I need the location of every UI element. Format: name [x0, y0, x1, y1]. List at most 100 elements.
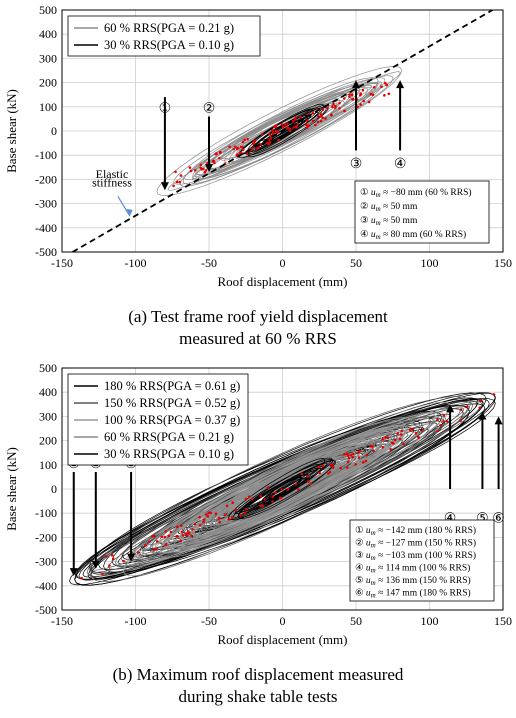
yield-point	[224, 513, 227, 517]
yield-point	[175, 534, 178, 538]
yield-point	[239, 514, 243, 517]
legend-entry: 30 % RRS(PGA = 0.10 g)	[104, 38, 234, 52]
annotation-entry: ② um ≈ −127 mm (150 % RRS)	[355, 538, 476, 550]
yield-point	[367, 100, 371, 104]
yield-point	[400, 433, 403, 436]
x-axis-label: Roof displacement (mm)	[218, 632, 348, 647]
yield-point	[257, 146, 260, 149]
legend-entry: 30 % RRS(PGA = 0.10 g)	[104, 447, 234, 461]
yield-point	[244, 507, 248, 511]
yield-point	[400, 429, 404, 433]
yield-point	[492, 393, 496, 396]
yield-point	[207, 511, 210, 515]
yield-point	[228, 145, 231, 149]
yield-point	[147, 540, 151, 543]
yield-point	[155, 540, 159, 543]
yield-point	[230, 516, 234, 519]
caption-b: (b) Maximum roof displacement measured d…	[0, 664, 516, 708]
yield-point	[351, 98, 354, 101]
yield-point	[204, 169, 208, 172]
yield-point	[305, 123, 308, 126]
y-tick-label: -200	[35, 530, 57, 544]
yield-point	[391, 441, 394, 445]
yield-point	[234, 508, 238, 512]
yield-point	[214, 512, 218, 516]
x-tick-label: 150	[494, 614, 512, 628]
yield-point	[176, 525, 179, 529]
hysteresis-loop	[228, 458, 326, 520]
hysteresis-loop	[195, 447, 363, 531]
hysteresis-loop	[123, 411, 445, 567]
marker-head	[352, 80, 360, 89]
yield-point	[279, 496, 283, 500]
yield-point	[351, 452, 355, 456]
yield-point	[372, 85, 376, 89]
yield-point	[369, 92, 373, 96]
yield-point	[237, 146, 240, 150]
legend: 180 % RRS(PGA = 0.61 g) 150 % RRS(PGA = 0…	[67, 373, 249, 466]
hysteresis-loop	[192, 82, 378, 180]
yield-point	[198, 515, 201, 519]
yield-point	[186, 530, 190, 534]
yield-point	[383, 94, 386, 97]
yield-point	[339, 466, 342, 470]
yield-point	[232, 147, 236, 151]
yield-point	[275, 124, 278, 127]
yield-point	[263, 498, 267, 501]
yield-point	[345, 466, 349, 469]
yield-point	[318, 471, 321, 475]
yield-point	[175, 180, 179, 184]
marker-head	[91, 560, 100, 569]
hysteresis-loop	[194, 87, 369, 175]
yield-point	[328, 470, 332, 474]
yield-point	[152, 548, 156, 552]
yield-point	[292, 126, 296, 129]
yield-point	[268, 138, 271, 142]
y-tick-label: 200	[39, 76, 57, 90]
yield-point	[122, 559, 125, 563]
yield-point	[259, 504, 262, 508]
elastic-pointer-head	[126, 208, 133, 217]
yield-point	[364, 459, 368, 463]
yield-point	[350, 93, 354, 97]
y-tick-label: -100	[35, 506, 57, 520]
yield-point	[386, 436, 390, 440]
annotation-box: ① um ≈ −80 mm (60 % RRS) ② um ≈ 50 mm ③ um…	[354, 180, 490, 244]
yield-point	[193, 168, 197, 172]
yield-point	[351, 455, 355, 459]
legend-entry: 100 % RRS(PGA = 0.37 g)	[104, 413, 240, 427]
yield-point	[338, 101, 341, 105]
marker-number: ②	[203, 101, 216, 116]
chart-panel-b: -150 -100 -50 0 50 100 150-500-400-300-200-100…	[4, 361, 512, 647]
yield-point	[359, 103, 362, 106]
yield-point	[332, 103, 335, 106]
annotation-entry: ① um ≈ −80 mm (60 % RRS)	[360, 187, 472, 199]
marker-arrow: ④	[394, 80, 406, 172]
plot-area	[69, 392, 496, 586]
yield-point	[167, 534, 171, 538]
hysteresis-loop	[258, 117, 302, 145]
yield-point	[274, 129, 278, 133]
yield-point	[163, 535, 167, 539]
x-tick-label: 150	[494, 256, 512, 270]
yield-point	[311, 119, 315, 123]
yield-points	[80, 393, 496, 580]
y-tick-label: -400	[35, 221, 57, 235]
caption-a-line1: (a) Test frame roof yield displacement	[128, 307, 388, 326]
x-tick-label: 50	[350, 614, 362, 628]
yield-point	[411, 428, 415, 431]
x-tick-label: -50	[201, 614, 217, 628]
yield-point	[479, 399, 482, 403]
yield-point	[169, 530, 173, 534]
annotation-frame	[354, 180, 490, 244]
yield-point	[111, 557, 115, 560]
yield-point	[466, 405, 469, 408]
yield-point	[219, 151, 222, 154]
marker-head	[160, 182, 169, 191]
yield-point	[248, 495, 251, 498]
yield-point	[245, 152, 249, 156]
yield-point	[234, 145, 237, 149]
yield-point	[209, 511, 213, 515]
hysteresis-loop	[167, 71, 401, 191]
yield-point	[326, 472, 330, 475]
